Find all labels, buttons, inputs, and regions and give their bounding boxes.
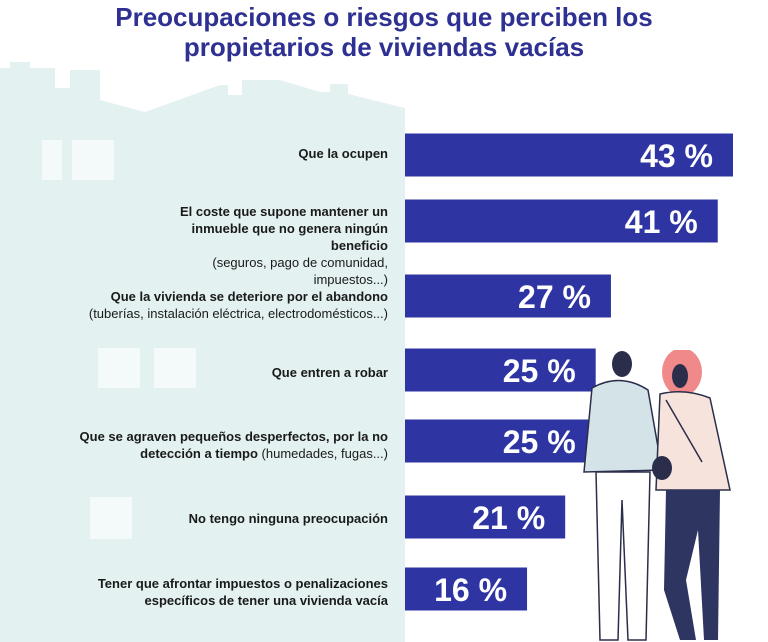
bar [405, 419, 596, 463]
woman-bag [652, 456, 672, 480]
woman-legs [664, 490, 720, 640]
bar-value-label: 27 % [518, 279, 591, 315]
bar [405, 348, 596, 392]
man-body [583, 379, 663, 473]
category-label: El coste que supone mantener un inmueble… [138, 203, 388, 288]
category-label: Que la ocupen [28, 145, 388, 162]
category-label-main: El coste que supone mantener un inmueble… [179, 204, 388, 253]
bar-value-label: 43 % [640, 138, 713, 174]
bar-value-label: 25 % [503, 353, 576, 389]
category-label-main: Que la ocupen [298, 146, 388, 161]
category-label-main: Tener que afrontar impuestos o penalizac… [97, 576, 388, 608]
bar-value-label: 21 % [472, 500, 545, 536]
category-label-main: Que la vivienda se deteriore por el aban… [110, 289, 388, 304]
couple-illustration [583, 350, 731, 641]
title-line-1: Preocupaciones o riesgos que perciben lo… [115, 2, 653, 32]
chart-title: Preocupaciones o riesgos que perciben lo… [0, 2, 768, 62]
category-label: Tener que afrontar impuestos o penalizac… [58, 575, 388, 609]
window [98, 348, 140, 388]
category-label-sub: (seguros, pago de comunidad, impuestos..… [212, 255, 388, 287]
bar-value-label: 16 % [434, 572, 507, 608]
bar [405, 199, 718, 243]
category-label-main: Que entren a robar [271, 365, 388, 380]
bar [405, 495, 566, 539]
woman-face [672, 364, 688, 388]
window [154, 348, 196, 388]
woman-bag-strap [665, 399, 703, 463]
window [72, 140, 114, 180]
category-label-sub: (humedades, fugas...) [261, 446, 388, 461]
man-head [612, 351, 632, 377]
category-label: Que se agraven pequeños desperfectos, po… [58, 428, 388, 462]
category-label: Que entren a robar [28, 364, 388, 381]
bar [405, 274, 611, 318]
category-label-main: Que se agraven pequeños desperfectos, po… [79, 429, 388, 461]
bar [405, 133, 733, 177]
man-legs [595, 471, 651, 641]
category-label-sub: (tuberías, instalación eléctrica, electr… [88, 306, 388, 321]
category-label-main: No tengo ninguna preocupación [188, 511, 388, 526]
title-line-2: propietarios de viviendas vacías [183, 32, 585, 62]
category-label: No tengo ninguna preocupación [28, 510, 388, 527]
bar [405, 567, 528, 611]
bar-value-label: 25 % [503, 424, 576, 460]
woman-body [655, 391, 731, 491]
window [90, 497, 132, 539]
bar-value-label: 41 % [625, 204, 698, 240]
category-label: Que la vivienda se deteriore por el aban… [28, 288, 388, 322]
window [42, 140, 62, 180]
